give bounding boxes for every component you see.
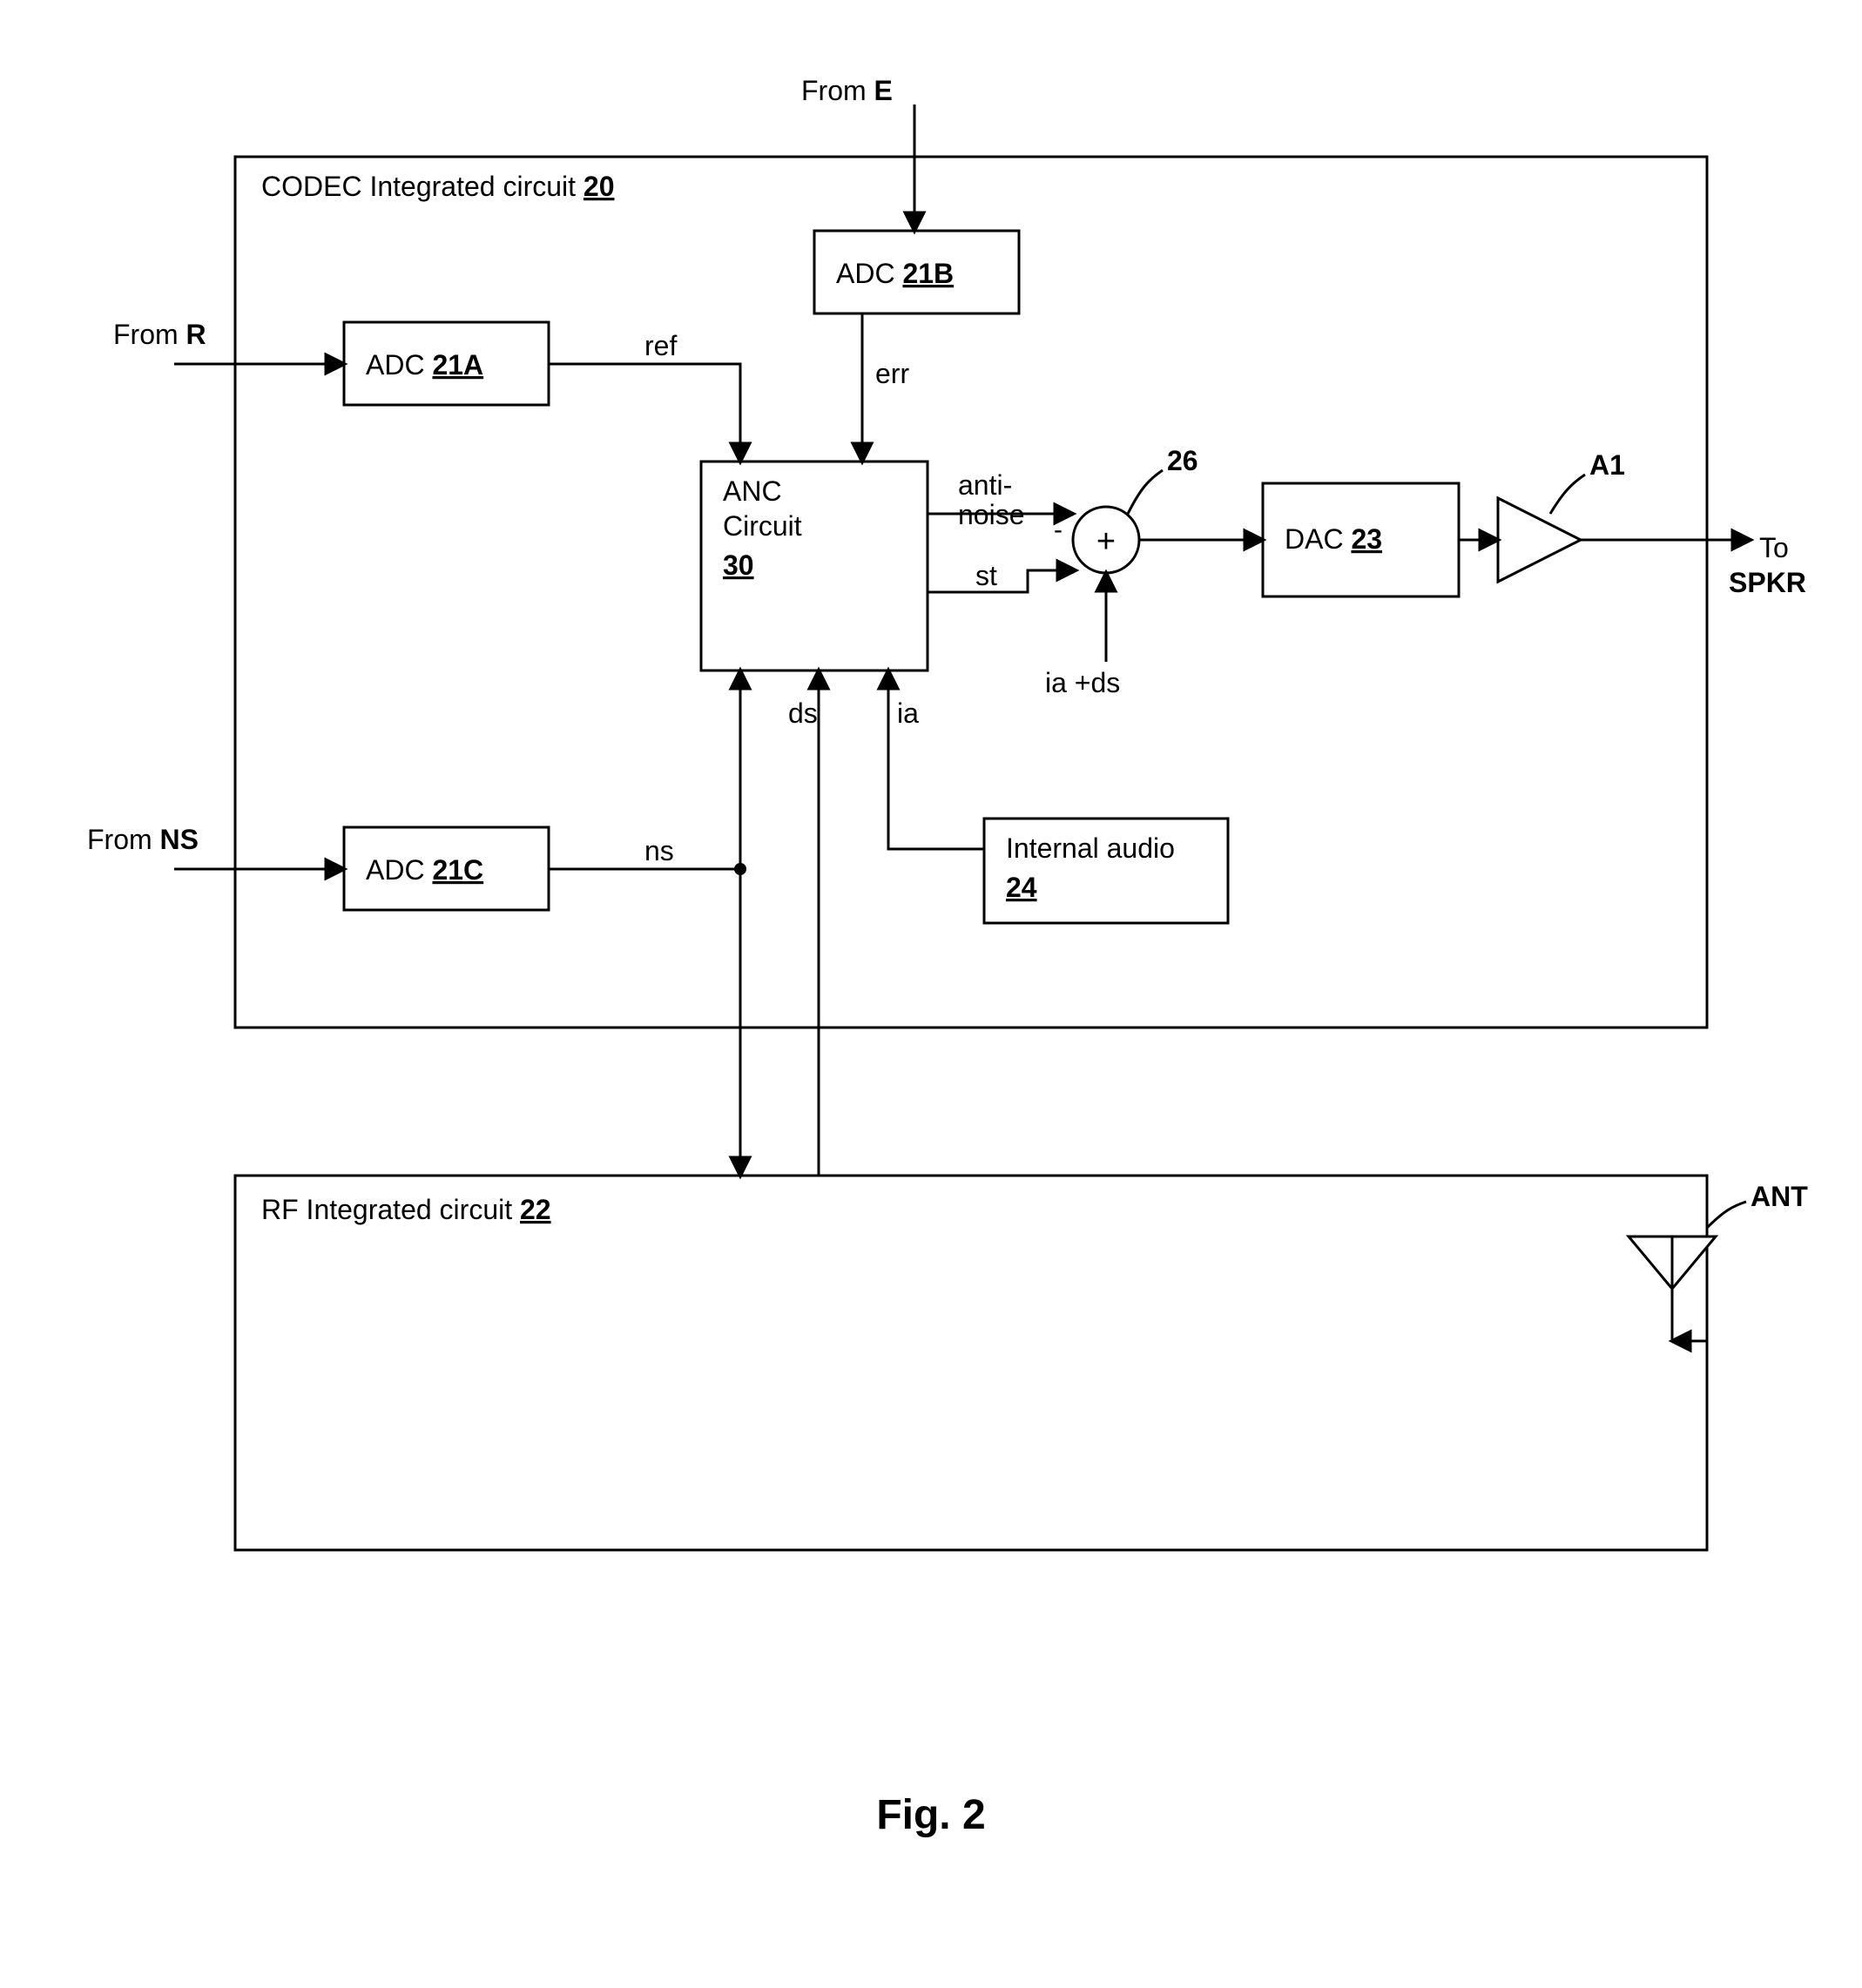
- summer-ref: 26: [1167, 445, 1198, 476]
- ia-label: ia: [897, 697, 919, 729]
- amp-label: A1: [1589, 449, 1625, 481]
- ds-label: ds: [788, 697, 818, 729]
- internal-audio-ref: 24: [1006, 872, 1037, 903]
- summer-plus: +: [1096, 523, 1116, 560]
- anc-label-1: ANC: [723, 475, 782, 507]
- to-spkr-1: To: [1759, 532, 1789, 563]
- adc-21c-label: ADC 21C: [366, 854, 483, 886]
- anc-label-2: Circuit: [723, 510, 802, 542]
- ns-label: ns: [644, 835, 674, 866]
- rf-box: [235, 1176, 1707, 1550]
- adc-21b-label: ADC 21B: [836, 258, 954, 289]
- from-r-label: From R: [113, 319, 206, 350]
- codec-title: CODEC Integrated circuit 20: [261, 171, 615, 202]
- antinoise-label-1: anti-: [958, 469, 1012, 501]
- rf-title: RF Integrated circuit 22: [261, 1194, 551, 1225]
- block-diagram: CODEC Integrated circuit 20 RF Integrate…: [0, 0, 1862, 1988]
- dac-label: DAC 23: [1285, 523, 1382, 555]
- st-label: st: [975, 560, 997, 591]
- internal-audio-label: Internal audio: [1006, 832, 1175, 864]
- from-ns-label: From NS: [87, 824, 199, 855]
- antinoise-label-2: noise: [958, 499, 1025, 530]
- figure-title: Fig. 2: [876, 1792, 985, 1838]
- anc-ref: 30: [723, 549, 754, 581]
- err-label: err: [875, 358, 909, 389]
- antenna-label: ANT: [1751, 1181, 1808, 1212]
- iads-label: ia +ds: [1045, 667, 1120, 698]
- to-spkr-2: SPKR: [1729, 567, 1806, 598]
- adc-21a-label: ADC 21A: [366, 349, 483, 381]
- from-e-label: From E: [801, 75, 893, 106]
- antenna-leader: [1707, 1202, 1746, 1228]
- ref-label: ref: [644, 330, 677, 361]
- minus-label: -: [1054, 516, 1063, 544]
